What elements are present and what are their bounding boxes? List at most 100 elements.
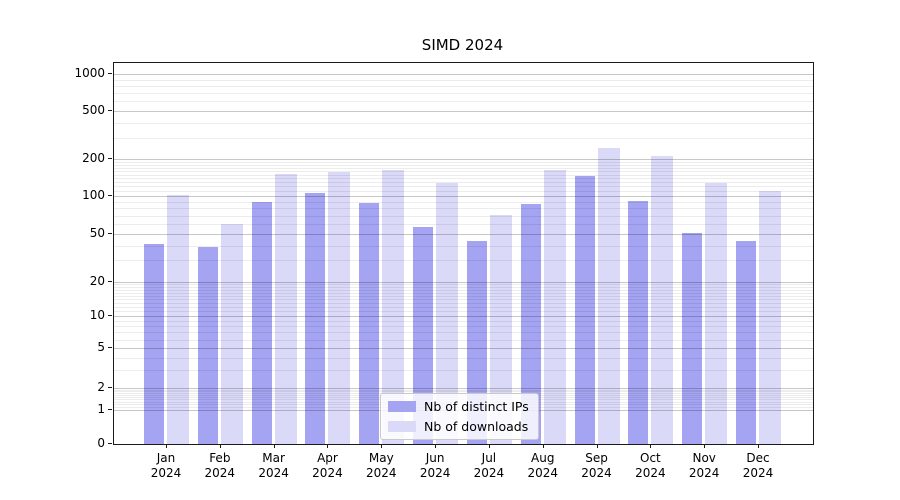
legend-item-distinct-ips: Nb of distinct IPs: [388, 399, 529, 414]
bar-downloads-jul: [489, 214, 512, 444]
gridline-minor: [114, 389, 813, 391]
gridline-minor: [114, 93, 813, 95]
x-tick-mark: [166, 444, 167, 448]
y-tick-mark: [108, 443, 112, 444]
x-tick-label-oct: Oct 2024: [635, 451, 666, 480]
bar-downloads-sep: [597, 148, 620, 444]
gridline-minor: [114, 171, 813, 173]
x-tick-mark: [596, 444, 598, 448]
y-tick-label-1: 1: [97, 402, 105, 416]
gridline-major: [114, 316, 813, 317]
x-tick-label-apr: Apr 2024: [312, 451, 343, 480]
gridline-minor: [114, 302, 813, 304]
gridline-major: [114, 348, 813, 349]
gridline-minor: [114, 182, 813, 184]
legend: Nb of distinct IPs Nb of downloads: [380, 393, 539, 440]
gridline-minor: [114, 122, 813, 124]
gridline-minor: [114, 357, 813, 359]
gridline-minor: [114, 224, 813, 225]
gridline-minor: [114, 339, 813, 341]
y-tick-mark: [108, 387, 112, 388]
x-tick-label-mar: Mar 2024: [258, 451, 289, 480]
gridline-major: [114, 388, 813, 389]
bar-distinct-ips-feb: [197, 246, 218, 444]
gridline-minor: [114, 320, 813, 322]
gridline-minor: [114, 162, 813, 164]
gridline-minor: [114, 101, 813, 103]
y-tick-label-20: 20: [89, 273, 105, 288]
x-tick-mark: [381, 444, 383, 448]
bar-downloads-jun: [436, 183, 459, 444]
bar-downloads-jan: [167, 195, 189, 444]
gridline-minor: [114, 215, 813, 217]
y-tick-label-1000: 1000: [74, 66, 105, 80]
bar-downloads-feb: [220, 224, 243, 444]
y-tick-mark: [108, 110, 112, 111]
bar-distinct-ips-mar: [251, 201, 272, 444]
x-tick-label-aug: Aug 2024: [527, 451, 558, 480]
bar-downloads-mar: [274, 173, 297, 444]
y-tick-mark: [108, 347, 112, 348]
y-tick-label-200: 200: [82, 151, 105, 166]
gridline-minor: [114, 286, 813, 288]
bar-downloads-dec: [759, 190, 782, 444]
gridline-minor: [114, 292, 813, 294]
gridline-minor: [114, 295, 813, 297]
gridline-minor: [114, 332, 813, 334]
y-tick-mark: [108, 409, 112, 410]
x-tick-label-jul: Jul 2024: [473, 451, 505, 480]
gridline-minor: [114, 299, 813, 301]
x-tick-label-may: May 2024: [365, 451, 397, 480]
plot-area: [113, 62, 814, 445]
bar-downloads-apr: [328, 172, 351, 444]
gridline-minor: [114, 178, 813, 180]
gridline-minor: [114, 306, 813, 308]
gridline-minor: [114, 164, 813, 166]
y-tick-mark: [108, 73, 112, 74]
legend-item-downloads: Nb of downloads: [388, 419, 529, 434]
bar-distinct-ips-aug: [520, 204, 541, 444]
bar-distinct-ips-sep: [574, 175, 595, 444]
legend-swatch-distinct-ips: [388, 401, 416, 412]
gridline-minor: [114, 260, 813, 262]
bar-distinct-ips-dec: [736, 240, 757, 444]
x-tick-mark: [650, 444, 652, 448]
gridline-major: [114, 281, 813, 283]
gridline-minor: [114, 311, 813, 313]
bar-distinct-ips-oct: [628, 201, 649, 444]
y-tick-mark: [108, 158, 112, 160]
legend-label-downloads: Nb of downloads: [424, 419, 529, 434]
legend-swatch-downloads: [388, 421, 416, 432]
gridline-minor: [114, 79, 813, 81]
x-tick-label-feb: Feb 2024: [204, 451, 236, 480]
gridline-minor: [114, 208, 813, 210]
gridline-minor: [114, 289, 813, 291]
bar-distinct-ips-nov: [682, 232, 703, 444]
gridline-minor: [114, 190, 813, 192]
bar-distinct-ips-jun: [413, 226, 434, 444]
gridline-minor: [114, 391, 813, 393]
gridline-minor: [114, 284, 813, 286]
bar-distinct-ips-apr: [305, 193, 326, 444]
y-tick-label-10: 10: [89, 308, 105, 322]
x-tick-mark: [758, 444, 760, 448]
y-tick-label-500: 500: [82, 103, 105, 117]
chart-title: SIMD 2024: [421, 36, 504, 54]
x-tick-label-nov: Nov 2024: [688, 451, 720, 480]
x-tick-mark: [273, 444, 275, 448]
y-tick-mark: [108, 280, 112, 282]
y-tick-label-2: 2: [97, 380, 105, 394]
x-tick-label-sep: Sep 2024: [581, 451, 612, 480]
bar-downloads-aug: [543, 170, 566, 444]
x-tick-mark: [704, 444, 706, 448]
bar-distinct-ips-may: [359, 203, 380, 444]
bar-downloads-may: [382, 170, 405, 444]
gridline-minor: [114, 174, 813, 176]
x-tick-mark: [488, 444, 490, 448]
y-tick-mark: [108, 195, 112, 196]
x-tick-mark: [435, 444, 437, 448]
gridline-minor: [114, 137, 813, 139]
bar-downloads-oct: [651, 156, 674, 444]
y-tick-mark: [108, 315, 112, 316]
